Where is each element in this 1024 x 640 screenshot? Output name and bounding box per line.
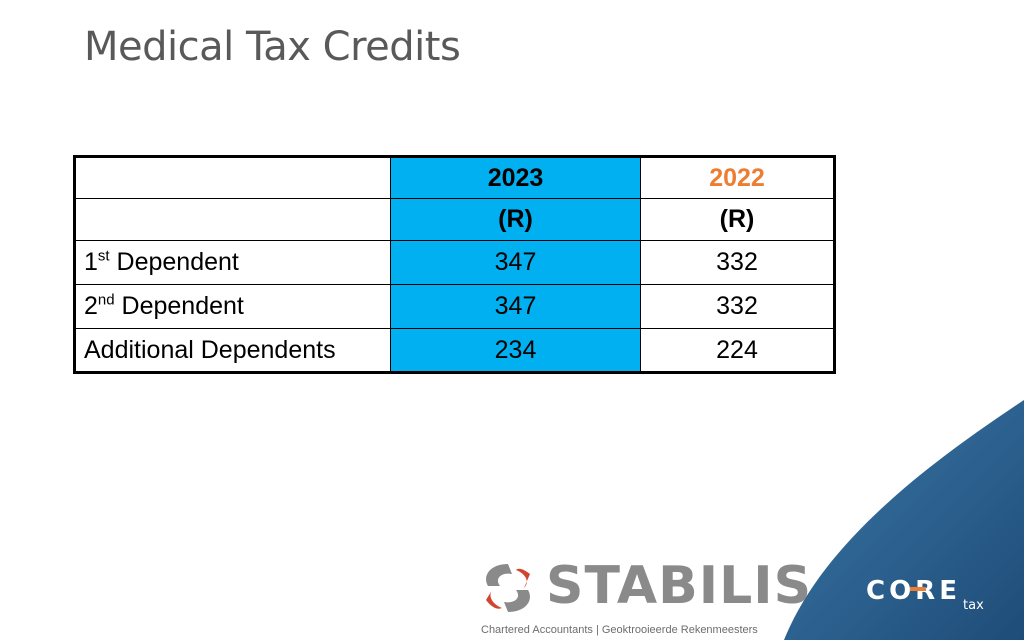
page-title: Medical Tax Credits <box>84 24 461 70</box>
stabilis-wordmark: STABILIS <box>546 556 813 616</box>
table-row: 1st Dependent 347 332 <box>74 240 835 285</box>
value-2022: 224 <box>640 328 835 373</box>
table-row: Additional Dependents 234 224 <box>74 328 835 373</box>
table-units-empty-cell <box>74 198 391 241</box>
value-2023: 347 <box>390 240 641 285</box>
stabilis-tagline: Chartered Accountants | Geoktrooieerde R… <box>481 624 758 636</box>
row-label: 2nd Dependent <box>74 284 391 329</box>
value-2023: 347 <box>390 284 641 329</box>
table-header-row: 2023 2022 <box>74 156 835 199</box>
core-tax-label: tax <box>963 598 984 613</box>
corner-decoration <box>784 400 1024 640</box>
row-label: 1st Dependent <box>74 240 391 285</box>
table-header-empty-cell <box>74 156 391 199</box>
value-2023: 234 <box>390 328 641 373</box>
value-2022: 332 <box>640 284 835 329</box>
core-accent-bar <box>910 587 926 591</box>
row-label: Additional Dependents <box>74 328 391 373</box>
stabilis-logo-icon <box>486 564 530 612</box>
header-2023: 2023 <box>390 156 641 199</box>
units-2022: (R) <box>640 198 835 241</box>
value-2022: 332 <box>640 240 835 285</box>
table-row: 2nd Dependent 347 332 <box>74 284 835 329</box>
table-units-row: (R) (R) <box>74 198 835 241</box>
units-2023: (R) <box>390 198 641 241</box>
core-logo: CORE <box>866 576 957 606</box>
header-2022: 2022 <box>640 156 835 199</box>
medical-tax-credits-table: 2023 2022 (R) (R) 1st Dependent 347 332 … <box>73 155 836 374</box>
